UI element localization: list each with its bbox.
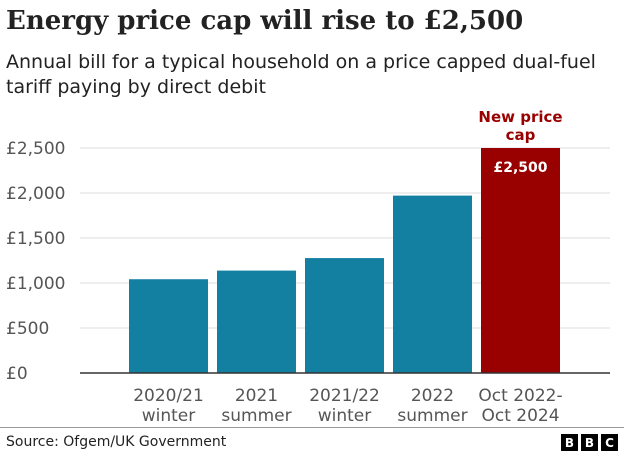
y-tick-label: £2,500 [6,139,65,159]
footer: Source: Ofgem/UK Government B B C [0,427,624,458]
bar [217,270,296,373]
bbc-logo-letter: B [581,434,598,451]
bar-chart: £0£500£1,000£1,500£2,000£2,5002020/21win… [6,108,610,426]
x-tick-label: winter [318,406,372,426]
chart-title: Energy price cap will rise to £2,500 [6,6,524,36]
y-tick-label: £2,000 [6,184,65,204]
x-tick-label: 2022 [411,386,454,406]
bbc-logo: B B C [561,434,618,451]
bar [481,148,560,373]
chart-subtitle: Annual bill for a typical household on a… [6,51,596,98]
x-tick-label: Oct 2024 [481,406,559,426]
y-tick-label: £1,500 [6,229,65,249]
x-tick-label: 2020/21 [133,386,204,406]
bar [305,258,384,373]
x-tick-label: Oct 2022- [478,386,562,406]
x-tick-label: 2021 [235,386,278,406]
x-tick-label: summer [221,406,291,426]
x-tick-label: summer [397,406,467,426]
x-tick-label: 2021/22 [309,386,380,406]
y-tick-label: £500 [6,319,49,339]
source-note: Source: Ofgem/UK Government [6,434,227,450]
data-label: £2,500 [493,160,547,176]
y-tick-label: £1,000 [6,274,65,294]
y-tick-label: £0 [6,364,28,384]
x-tick-label: winter [142,406,196,426]
bar [129,279,208,373]
bar [393,195,472,373]
annotation-label: cap [506,126,536,144]
annotation-label: New price [478,108,562,126]
bbc-logo-letter: C [601,434,618,451]
bbc-logo-letter: B [561,434,578,451]
